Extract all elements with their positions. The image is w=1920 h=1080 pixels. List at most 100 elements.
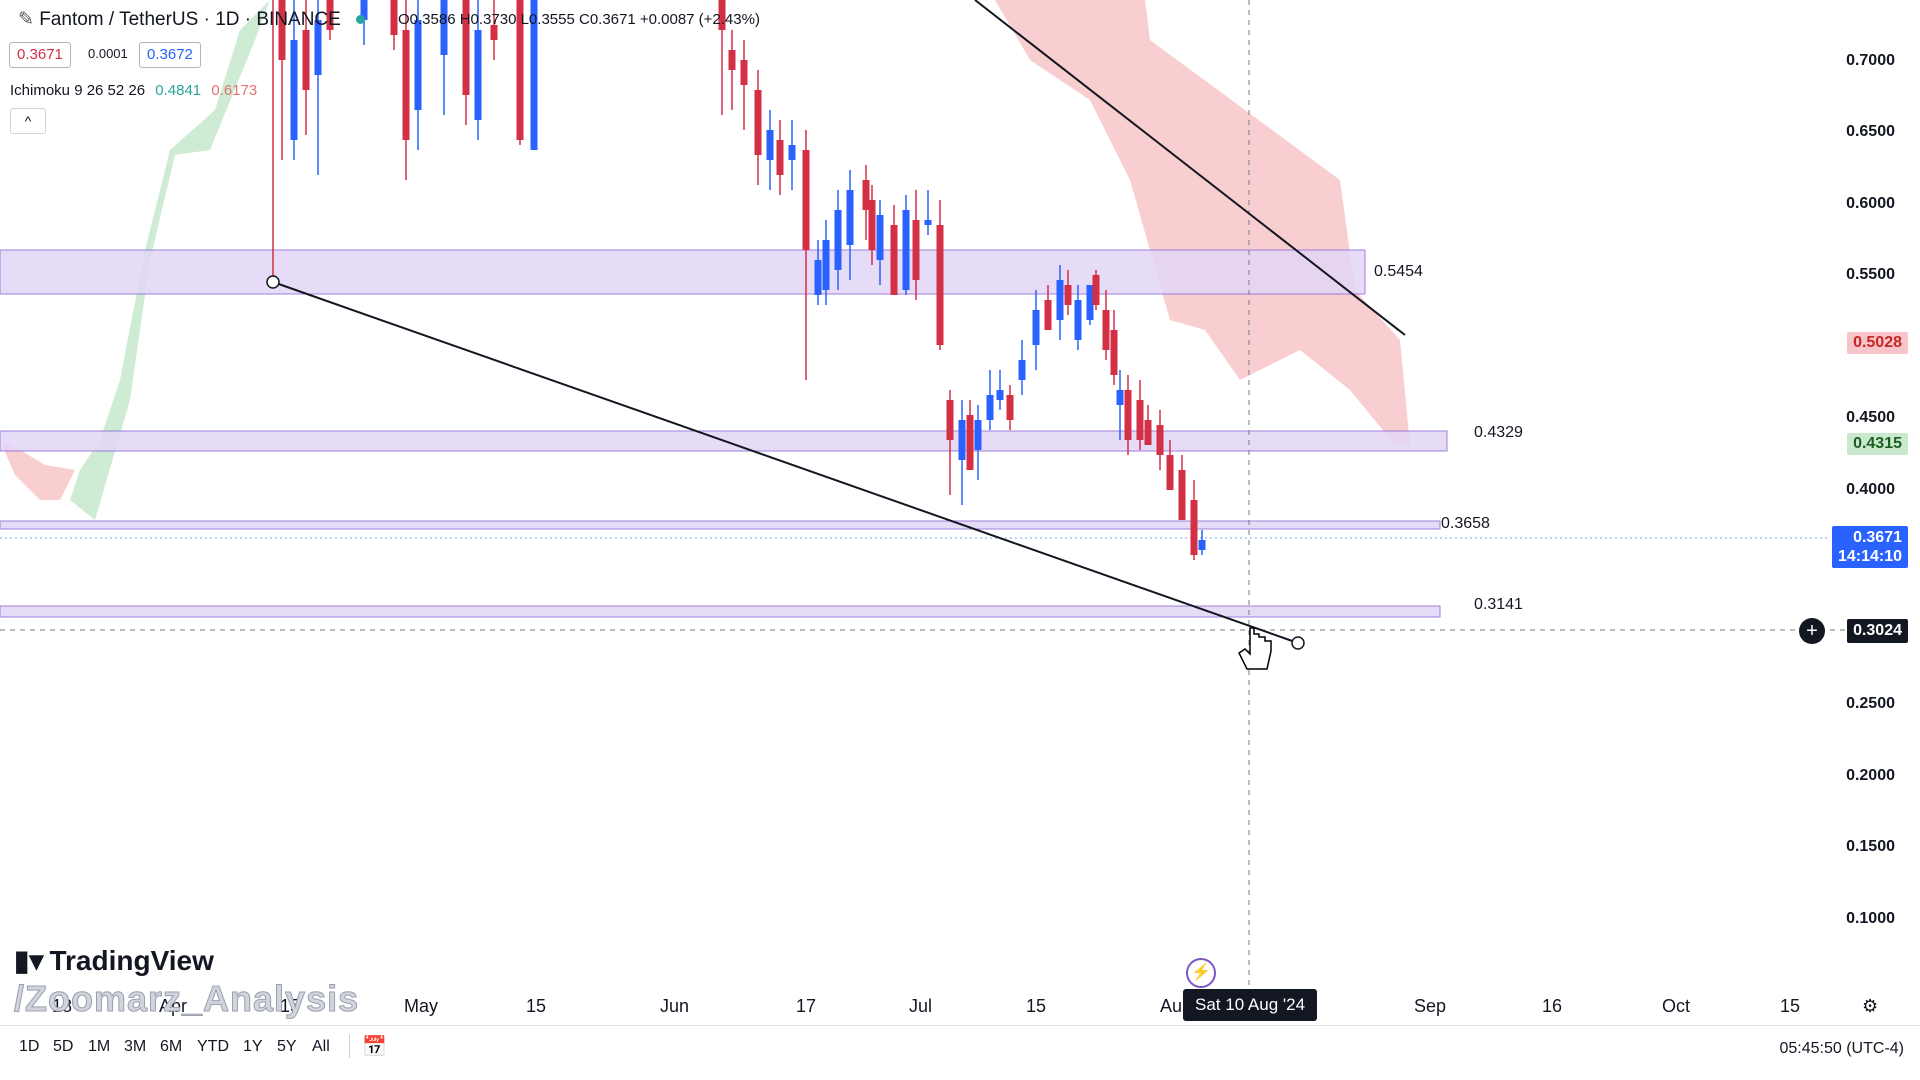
candle-body	[278, 0, 286, 60]
candle-body	[1102, 310, 1110, 350]
candle-body	[1074, 300, 1082, 340]
range-3m[interactable]: 3M	[124, 1038, 147, 1055]
candle-body	[718, 0, 726, 30]
candle-body	[414, 20, 422, 110]
time-label: 18	[52, 996, 73, 1016]
ichimoku-cloud-bear-left	[0, 440, 75, 500]
price-label: 0.2500	[1846, 695, 1895, 712]
descending-trendline-lower	[272, 281, 1299, 644]
range-1m[interactable]: 1M	[88, 1038, 111, 1055]
price-label: 0.2000	[1846, 767, 1895, 784]
candle-body	[946, 400, 954, 440]
candle-body	[314, 20, 322, 75]
time-label: 15	[1026, 996, 1047, 1016]
calendar-icon[interactable]: 📅	[362, 1036, 387, 1058]
descending-trendline-upper	[974, 0, 1406, 336]
clock: 05:45:50 (UTC-4)	[1779, 1040, 1905, 1057]
range-5d[interactable]: 5D	[53, 1038, 74, 1055]
range-1d[interactable]: 1D	[19, 1038, 40, 1055]
crosshair-price-label: 0.3024	[1847, 619, 1908, 643]
buy-price-box[interactable]: 0.3672	[139, 42, 201, 68]
range-1y[interactable]: 1Y	[243, 1038, 263, 1055]
resistance-zone-1	[0, 249, 1366, 295]
candle-body	[1110, 330, 1118, 375]
candle-body	[1006, 395, 1014, 420]
add-alert-icon[interactable]: +	[1799, 618, 1825, 644]
zone-label-1: 0.5454	[1374, 263, 1423, 280]
ichimoku-cloud-bull	[70, 0, 270, 520]
time-label: 15	[280, 996, 301, 1016]
candle-body	[1044, 300, 1052, 330]
time-label: Oct	[1662, 996, 1691, 1016]
price-label: 0.1500	[1846, 838, 1895, 855]
indicator-value-1: 0.4841	[155, 82, 202, 99]
range-all[interactable]: All	[312, 1038, 330, 1055]
range-6m[interactable]: 6M	[160, 1038, 183, 1055]
candle-body	[862, 180, 870, 210]
market-status-dot	[356, 15, 366, 24]
candle-body	[958, 420, 966, 460]
candle-body	[924, 220, 932, 225]
candle-body	[1116, 390, 1124, 405]
candle-body	[912, 220, 920, 280]
time-label: May	[404, 996, 439, 1016]
spread-value: 0.0001	[88, 46, 128, 61]
symbol-title: Fantom / TetherUS · 1D · BINANCE	[39, 9, 341, 30]
candle-body	[440, 0, 448, 55]
indicator-legend[interactable]: Ichimoku 9 26 52 26 0.4841 0.6173	[10, 82, 257, 99]
price-chart[interactable]	[0, 0, 1920, 1025]
trendline-anchor	[1291, 636, 1305, 650]
candle-body	[326, 0, 334, 30]
tradingview-brand: TradingView	[49, 945, 214, 976]
candle-body	[936, 225, 944, 345]
candle-body	[814, 260, 822, 295]
tv-logo-icon: ▮▾	[14, 945, 44, 976]
candle-body	[966, 415, 974, 470]
range-5y[interactable]: 5Y	[277, 1038, 297, 1055]
settings-gear-icon[interactable]: ⚙	[1862, 996, 1879, 1016]
time-label: Sep	[1414, 996, 1447, 1016]
candle-body	[290, 40, 298, 140]
candle-body	[474, 30, 482, 120]
time-label: Au	[1160, 996, 1183, 1016]
bar-countdown: 14:14:10	[1837, 548, 1902, 565]
price-label: 0.1000	[1846, 910, 1895, 927]
lightning-icon[interactable]: ⚡	[1186, 958, 1216, 988]
candle-body	[530, 0, 538, 150]
support-zone-4	[0, 605, 1441, 618]
candle-body	[868, 200, 876, 250]
sell-price-box[interactable]: 0.3671	[9, 42, 71, 68]
candle-body	[788, 145, 796, 160]
candle-body	[1178, 470, 1186, 520]
price-tag-green: 0.4315	[1847, 433, 1908, 455]
crosshair-date-label: Sat 10 Aug '24	[1183, 989, 1318, 1021]
tradingview-logo: ▮▾ TradingView	[14, 944, 214, 977]
candle-body	[402, 30, 410, 140]
candle-body	[876, 215, 884, 260]
time-label: 15	[526, 996, 547, 1016]
author-watermark: /Zoomarz_Analysis	[13, 978, 360, 1020]
candle-body	[1092, 275, 1100, 305]
candle-body	[996, 390, 1004, 400]
candle-body	[1144, 420, 1152, 445]
toolbar-divider	[349, 1034, 350, 1058]
indicator-name: Ichimoku 9 26 52 26	[10, 82, 146, 99]
candle-body	[462, 0, 470, 95]
price-label: 0.4000	[1846, 481, 1895, 498]
ohlc-values: O0.3586 H0.3730 L0.3555 C0.3671 +0.0087 …	[398, 11, 760, 28]
candle-body	[360, 0, 368, 20]
hand-cursor-icon	[1238, 627, 1272, 670]
support-zone-3	[0, 520, 1441, 530]
candle-body	[834, 210, 842, 270]
time-label: 16	[1542, 996, 1563, 1016]
candle-body	[1086, 285, 1094, 320]
candle-body	[846, 190, 854, 245]
time-label: Jun	[660, 996, 690, 1016]
price-tag-red: 0.5028	[1847, 332, 1908, 354]
symbol-header[interactable]: ✎ Fantom / TetherUS · 1D · BINANCE	[18, 8, 371, 31]
candle-body	[802, 150, 810, 250]
range-ytd[interactable]: YTD	[197, 1038, 229, 1055]
chevron-up-icon[interactable]: ^	[10, 108, 46, 134]
price-label: 0.6000	[1846, 195, 1895, 212]
ichimoku-cloud-bear	[995, 0, 1410, 445]
